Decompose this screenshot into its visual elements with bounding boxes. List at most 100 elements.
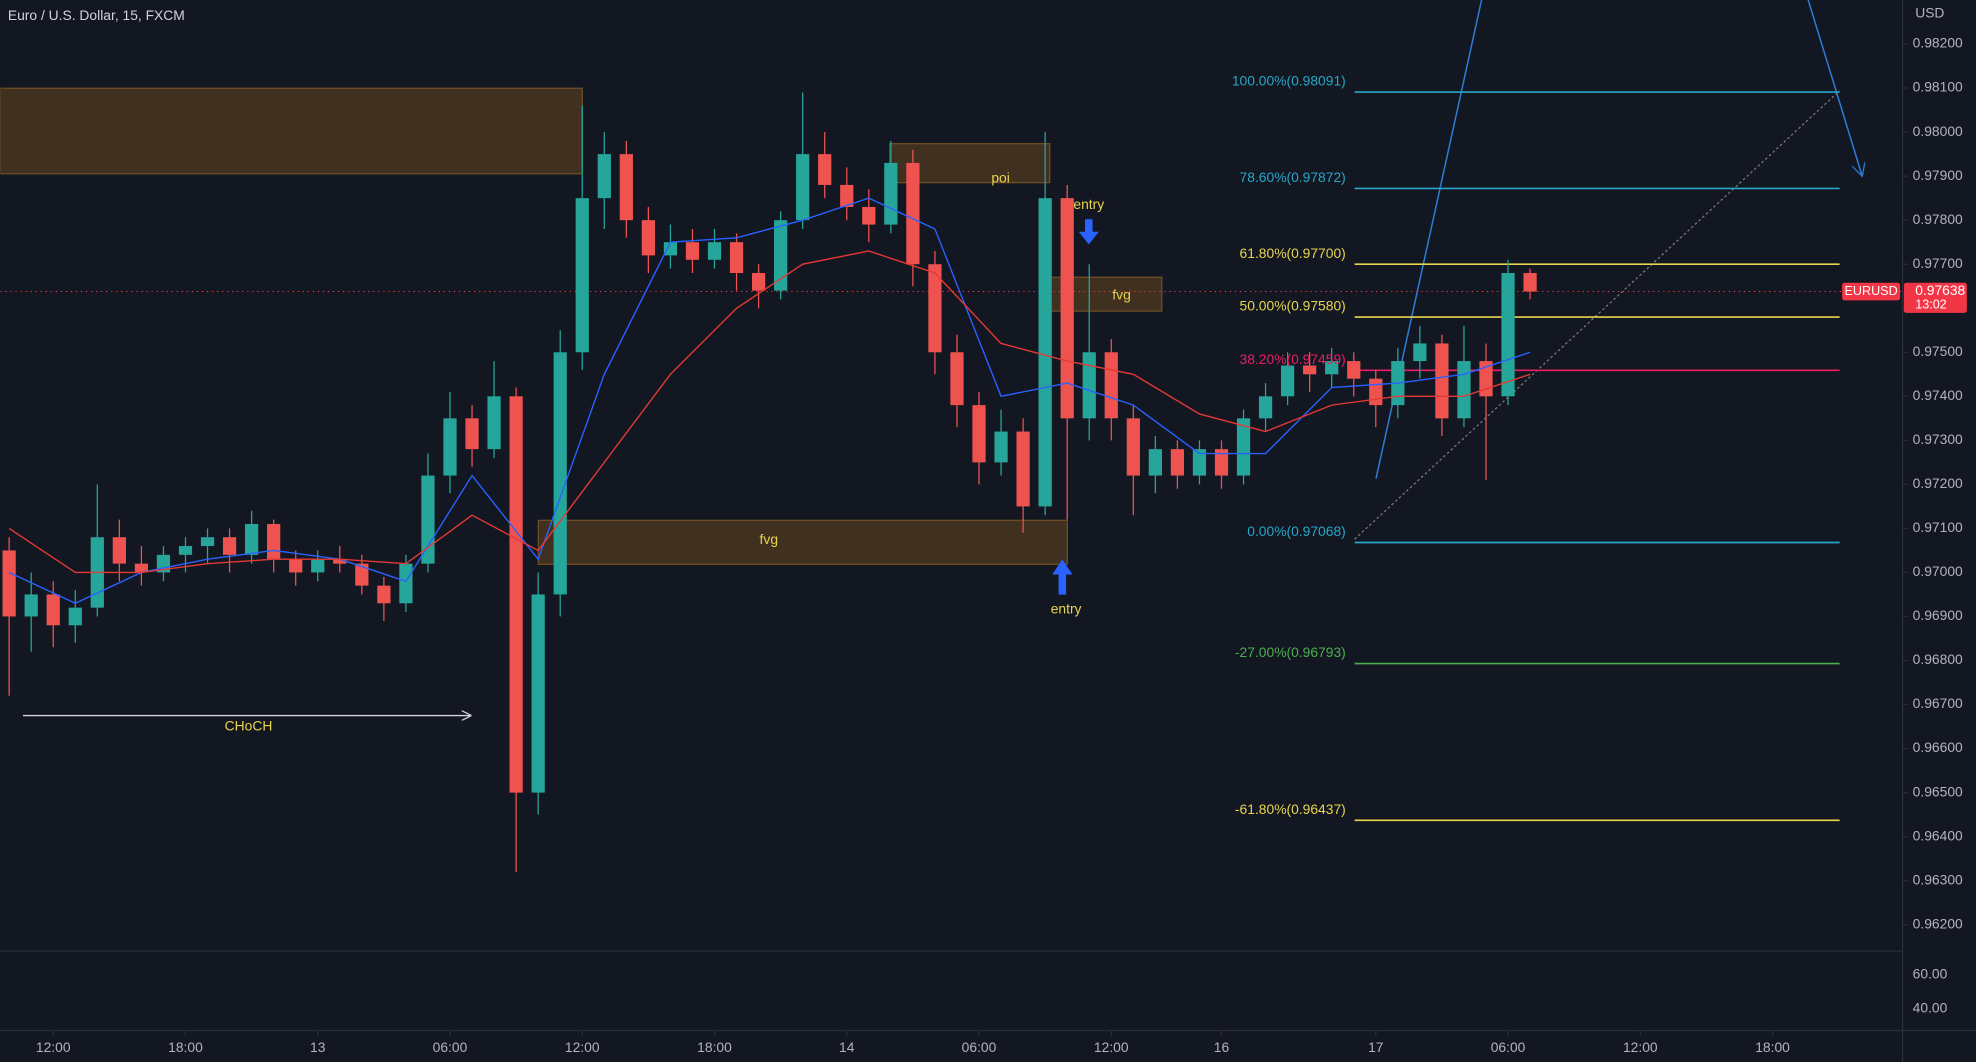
candle-body <box>377 585 391 604</box>
candle-body <box>311 559 325 573</box>
candle-body <box>134 563 149 573</box>
candle-body <box>178 546 193 555</box>
candle-body <box>399 563 413 604</box>
choch-label: CHoCH <box>225 718 273 734</box>
x-tick-label: 13 <box>310 1039 326 1055</box>
candle-body <box>68 607 82 626</box>
candle-body <box>1435 343 1449 419</box>
candle-body <box>751 273 766 291</box>
candle-body <box>1082 352 1096 419</box>
y-tick-label: 0.97200 <box>1913 475 1963 491</box>
candle-body <box>333 559 347 564</box>
candle-body <box>200 537 215 547</box>
y-tick-label: 0.96400 <box>1913 827 1963 843</box>
candle-body <box>1281 365 1295 397</box>
fib-label: 61.80%(0.97700) <box>1240 245 1346 261</box>
candle-body <box>1192 449 1207 476</box>
entry-label: entry <box>1073 196 1104 212</box>
x-tick-label: 12:00 <box>1094 1039 1129 1055</box>
y-tick-label: 0.97900 <box>1913 167 1963 183</box>
entry-arrow <box>1052 559 1073 595</box>
candle-body <box>1148 449 1162 476</box>
y-tick-label: 0.96800 <box>1913 651 1963 667</box>
fib-label: 78.60%(0.97872) <box>1240 169 1346 185</box>
x-tick-label: 12:00 <box>565 1039 600 1055</box>
x-tick-label: 16 <box>1214 1039 1230 1055</box>
candle-body <box>112 537 126 564</box>
countdown-label: 13:02 <box>1915 298 1946 312</box>
candle-body <box>1369 378 1383 406</box>
candle-body <box>1347 361 1361 379</box>
y-tick-label: 0.96900 <box>1913 607 1963 623</box>
x-tick-label: 12:00 <box>1623 1039 1658 1055</box>
moving-average <box>8 197 1531 605</box>
axis-unit: USD <box>1915 5 1944 21</box>
candle-body <box>906 162 920 265</box>
candle-body <box>1170 449 1185 476</box>
candle-body <box>663 242 678 256</box>
fib-label: 50.00%(0.97580) <box>1240 298 1346 314</box>
candle-body <box>1523 273 1537 292</box>
candle-body <box>1060 198 1074 419</box>
entry-arrow <box>1078 219 1099 245</box>
chart-title: Euro / U.S. Dollar, 15, FXCM <box>8 7 185 23</box>
candle-body <box>1126 418 1140 476</box>
candle-body <box>1236 418 1251 476</box>
candle-body <box>355 563 369 586</box>
x-tick-label: 06:00 <box>433 1039 468 1055</box>
candle-body <box>1457 361 1471 419</box>
candle-body <box>641 220 655 256</box>
y-tick-label: 0.96600 <box>1913 739 1963 755</box>
candle-body <box>950 352 964 406</box>
arrow-head <box>1851 162 1866 178</box>
candle-body <box>972 405 986 463</box>
x-tick-label: 18:00 <box>168 1039 203 1055</box>
candle-body <box>487 396 501 450</box>
zone <box>889 142 1051 184</box>
candle-body <box>818 154 832 185</box>
zone <box>537 519 1068 566</box>
x-tick-label: 06:00 <box>962 1039 997 1055</box>
zone <box>0 87 583 175</box>
candle-body <box>2 550 16 617</box>
y-tick-label: 0.97800 <box>1913 211 1963 227</box>
x-tick-label: 14 <box>839 1039 855 1055</box>
x-tick-label: 18:00 <box>1755 1039 1790 1055</box>
candle-body <box>774 220 788 291</box>
y-tick-label: 0.96300 <box>1913 871 1963 887</box>
zone-label: poi <box>991 170 1009 186</box>
candle-body <box>289 559 303 573</box>
fib-label: 38.20%(0.97459) <box>1240 351 1346 367</box>
y-tick-label: 0.96200 <box>1913 915 1963 931</box>
candle-body <box>1413 343 1427 362</box>
y-tick-label: 0.98200 <box>1913 35 1963 51</box>
pane-tick-label: 40.00 <box>1913 1000 1948 1016</box>
fib-trend-line <box>1354 90 1841 540</box>
candle-body <box>840 184 854 207</box>
x-tick-label: 12:00 <box>36 1039 71 1055</box>
y-tick-label: 0.98000 <box>1913 123 1963 139</box>
candle-body <box>531 594 545 793</box>
pane-tick-label: 60.00 <box>1913 966 1948 982</box>
symbol-tag <box>1842 282 1901 301</box>
candle-body <box>245 524 259 555</box>
candle-body <box>443 418 457 476</box>
candle-body <box>1303 365 1317 375</box>
fib-label: -27.00%(0.96793) <box>1235 644 1346 660</box>
y-tick-label: 0.97000 <box>1913 563 1963 579</box>
candle-body <box>862 206 876 225</box>
candle-body <box>1325 361 1339 375</box>
x-tick-label: 06:00 <box>1491 1039 1526 1055</box>
candle-body <box>1258 396 1273 419</box>
candle-body <box>222 537 237 555</box>
symbol-tag-label: EURUSD <box>1845 284 1898 298</box>
moving-average <box>8 250 1531 574</box>
zone-label: fvg <box>1112 287 1130 303</box>
candle-body <box>1104 352 1118 419</box>
fib-label: -61.80%(0.96437) <box>1235 801 1346 817</box>
candle-body <box>24 594 38 617</box>
x-tick-label: 18:00 <box>697 1039 732 1055</box>
candle-body <box>597 154 611 199</box>
